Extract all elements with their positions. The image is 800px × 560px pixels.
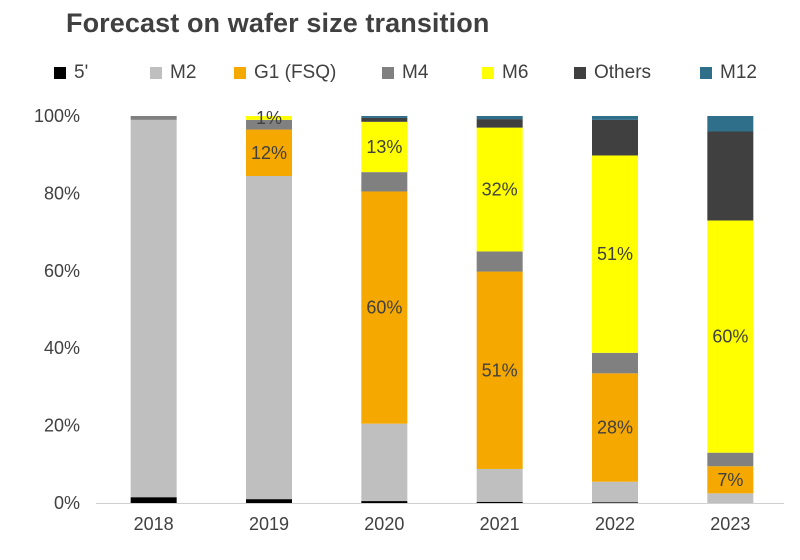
bar-segment-5-2022	[592, 502, 638, 503]
y-tick-label: 20%	[44, 416, 80, 436]
x-tick-label: 2022	[595, 514, 635, 534]
bar-segment-m2-2023	[707, 493, 754, 503]
data-label-2022-g1-fsq: 28%	[597, 418, 633, 438]
y-tick-label: 60%	[44, 261, 80, 281]
bar-segment-g1-fsq-2019	[246, 129, 292, 176]
bar-segment-m12-2021	[476, 116, 523, 120]
bar-segment-5-2019	[246, 499, 292, 503]
legend-item-5in: 5'	[54, 62, 88, 84]
bar-segment-g1-fsq-2021	[476, 271, 523, 469]
x-tick-label: 2021	[480, 514, 520, 534]
legend-item-m12: M12	[700, 62, 757, 84]
bar-segment-others-2021	[476, 119, 523, 128]
bar-segment-m4-2020	[361, 172, 408, 192]
y-tick-label: 100%	[34, 106, 80, 126]
bar-segment-m4-2022	[592, 352, 638, 374]
data-label-2021-g1-fsq: 51%	[482, 360, 518, 380]
bar-segment-m2-2022	[592, 481, 638, 503]
legend-label: M6	[502, 62, 529, 83]
bar-segment-m2-2019	[246, 175, 292, 500]
bar-segment-m6-2019	[246, 116, 292, 120]
x-tick-label: 2023	[710, 514, 750, 534]
legend-swatch	[574, 67, 586, 79]
data-label-2019-m6: 1%	[256, 108, 282, 128]
data-label-2022-m6: 51%	[597, 244, 633, 264]
y-tick-label: 80%	[44, 183, 80, 203]
bar-segment-m12-2023	[707, 116, 754, 132]
bar-segment-m6-2021	[476, 127, 523, 252]
x-tick-label: 2020	[364, 514, 404, 534]
legend-label: M2	[170, 62, 197, 83]
bar-segment-5-2018	[130, 497, 177, 503]
legend-swatch	[150, 67, 162, 79]
data-label-2019-g1-fsq: 12%	[251, 143, 287, 163]
legend-label: G1 (FSQ)	[254, 62, 337, 83]
data-label-2020-g1-fsq: 60%	[366, 298, 402, 318]
x-tick-label: 2019	[249, 514, 289, 534]
data-label-2021-m6: 32%	[482, 180, 518, 200]
y-tick-label: 40%	[44, 338, 80, 358]
legend-label: M4	[402, 62, 429, 83]
bar-segment-m6-2022	[592, 155, 638, 353]
bar-segment-g1-fsq-2020	[361, 191, 408, 424]
bar-segment-others-2020	[361, 117, 408, 122]
bar-segment-m12-2022	[592, 116, 638, 120]
bar-segment-m2-2018	[130, 119, 177, 498]
bar-segment-g1-fsq-2022	[592, 373, 638, 482]
legend-item-m6: M6	[482, 62, 528, 84]
bar-segment-m4-2021	[476, 251, 523, 272]
bar-segment-others-2023	[707, 131, 754, 221]
bar-segment-m6-2020	[361, 121, 408, 173]
bar-segment-m4-2019	[246, 119, 292, 130]
bar-segment-m2-2021	[476, 468, 523, 502]
bar-segment-others-2022	[592, 119, 638, 156]
data-label-2023-m6: 60%	[712, 327, 748, 347]
legend-item-m4: M4	[382, 62, 428, 84]
chart-title: Forecast on wafer size transition	[66, 8, 490, 38]
data-label-2020-m6: 13%	[366, 137, 402, 157]
bar-segment-5-2020	[361, 501, 408, 503]
bar-segment-m2-2020	[361, 423, 408, 502]
chart-legend: 5' M2 G1 (FSQ) M4 M6 Others M12	[0, 62, 800, 88]
legend-item-g1-fsq: G1 (FSQ)	[234, 62, 336, 84]
data-label-2023-g1-fsq: 7%	[717, 470, 743, 490]
legend-label: M12	[720, 62, 757, 83]
bar-segment-m6-2023	[707, 220, 754, 453]
legend-swatch	[700, 67, 712, 79]
legend-swatch	[482, 67, 494, 79]
y-tick-label: 0%	[54, 493, 80, 513]
legend-item-others: Others	[574, 62, 651, 84]
legend-item-m2: M2	[150, 62, 196, 84]
legend-swatch	[54, 67, 66, 79]
legend-swatch	[234, 67, 246, 79]
bar-segment-g1-fsq-2023	[707, 466, 754, 494]
legend-swatch	[382, 67, 394, 79]
legend-label: Others	[594, 62, 652, 83]
bar-segment-m4-2018	[130, 116, 177, 120]
bar-segment-5-2021	[476, 501, 523, 503]
bar-segment-m12-2020	[361, 116, 408, 118]
legend-label: 5'	[74, 62, 89, 83]
bar-segment-m4-2023	[707, 452, 754, 467]
x-tick-label: 2018	[134, 514, 174, 534]
